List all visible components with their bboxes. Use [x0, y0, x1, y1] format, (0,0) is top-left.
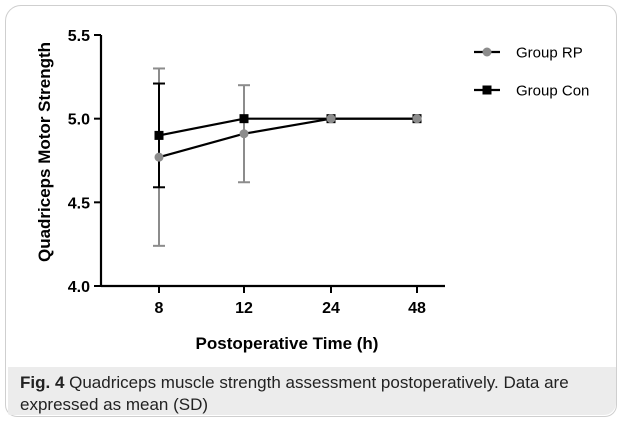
legend-marker: [482, 47, 492, 57]
caption-band: Fig. 4 Quadriceps muscle strength assess…: [8, 367, 616, 415]
series-line: [158, 117, 417, 159]
caption-body: Quadriceps muscle strength assessment po…: [20, 373, 569, 414]
y-tick-label: 5.0: [68, 112, 90, 129]
figure-label: Fig. 4: [20, 373, 65, 392]
legend: Group RP Group Con: [474, 45, 589, 100]
data-point: [154, 152, 164, 162]
x-tick-label: 8: [155, 300, 164, 317]
x-tick-label: 24: [322, 300, 340, 317]
chart: Quadriceps Motor Strength Postoperative …: [35, 28, 589, 353]
axes: [99, 35, 445, 288]
x-axis-title: Postoperative Time (h): [196, 334, 379, 353]
y-tick-label: 5.5: [68, 28, 90, 45]
data-point: [326, 114, 336, 124]
x-tick-label: 12: [235, 300, 253, 317]
ticks: 4.0 4.5 5.0 5.5 8 12 24 48: [68, 28, 426, 317]
y-tick-label: 4.5: [68, 195, 90, 212]
data-point: [412, 114, 422, 124]
y-axis-title: Quadriceps Motor Strength: [35, 42, 54, 262]
legend-marker: [482, 85, 492, 95]
legend-label: Group Con: [516, 83, 589, 100]
data-point: [154, 130, 164, 140]
data-point: [239, 129, 249, 139]
legend-label: Group RP: [516, 45, 583, 62]
data-point: [239, 114, 249, 124]
figure-frame: [5, 5, 617, 417]
figure-caption: Fig. 4 Quadriceps muscle strength assess…: [20, 372, 610, 416]
x-tick-label: 48: [408, 300, 426, 317]
y-tick-label: 4.0: [68, 279, 90, 296]
series-layer: [153, 67, 422, 247]
series-line: [158, 117, 417, 137]
